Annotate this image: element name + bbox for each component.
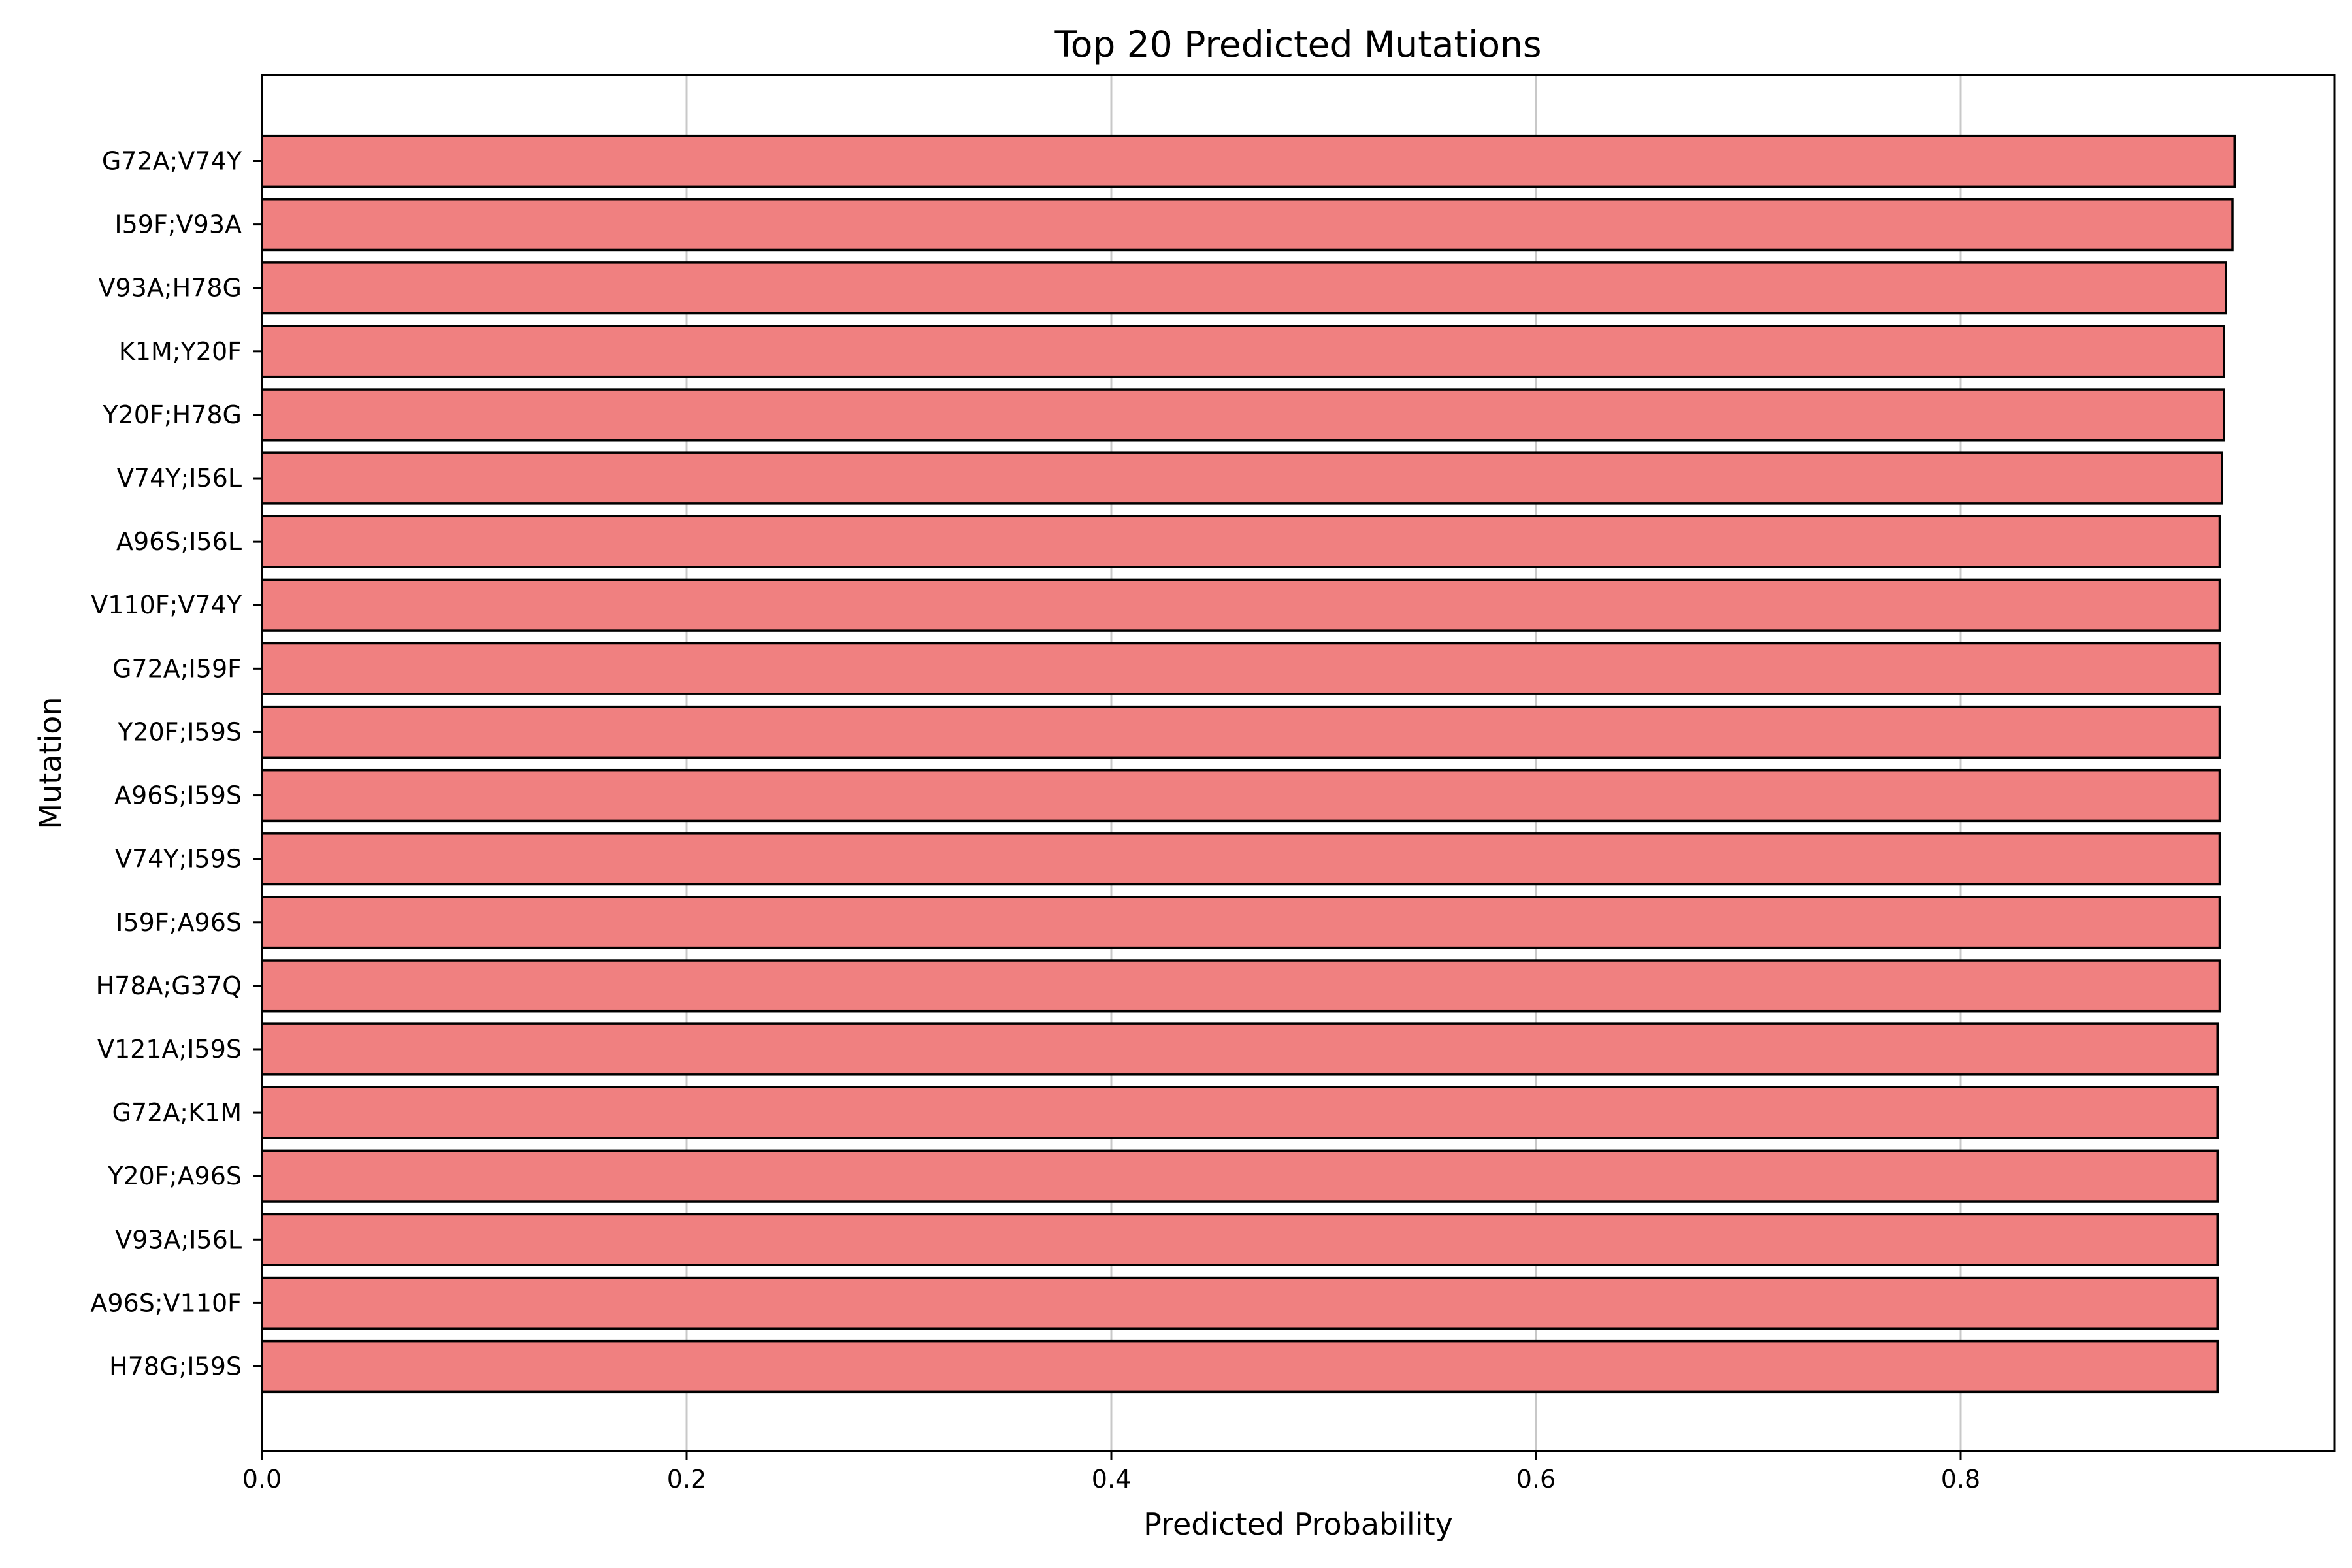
bar	[261, 578, 2221, 632]
y-tick-label: Y20F;I59S	[117, 717, 242, 746]
bar	[261, 768, 2221, 823]
y-tick-label: G72A;V74Y	[102, 147, 242, 176]
y-tick-label: H78G;I59S	[109, 1352, 242, 1381]
y-tick-label: A96S;V110F	[90, 1288, 242, 1317]
y-tick-label: A96S;I59S	[114, 781, 242, 810]
y-tick-label: I59F;V93A	[114, 210, 242, 239]
bars	[261, 134, 2236, 1394]
y-tick-label: G72A;I59F	[112, 654, 242, 683]
y-tick-label: V110F;V74Y	[91, 591, 242, 619]
y-tick-label: V93A;I56L	[115, 1225, 242, 1254]
y-tick-label: K1M;Y20F	[119, 337, 242, 366]
bar	[261, 896, 2221, 949]
y-axis-label: Mutation	[33, 696, 68, 829]
x-tick-label: 0.6	[1516, 1465, 1556, 1494]
y-tick-label: V93A;H78G	[98, 274, 242, 302]
bar	[261, 134, 2236, 188]
bar	[261, 1022, 2219, 1076]
y-tick-label: V74Y;I59S	[115, 845, 242, 874]
x-tick-label: 0.0	[242, 1465, 282, 1494]
y-tick-label: Y20F;H78G	[102, 400, 242, 429]
bar	[261, 1276, 2219, 1330]
x-tick-label: 0.8	[1941, 1465, 1980, 1494]
bar	[261, 261, 2227, 315]
y-tick-label: I59F;A96S	[116, 908, 242, 937]
y-tick-label: G72A;K1M	[112, 1098, 242, 1127]
x-tick-label: 0.4	[1092, 1465, 1131, 1494]
bar	[261, 832, 2221, 886]
bar	[261, 642, 2221, 695]
y-axis-ticks: G72A;V74Y I59F;V93A V93A;H78G K1M;Y20F Y20F;…	[90, 147, 262, 1381]
x-axis-label: Predicted Probability	[1143, 1507, 1453, 1542]
bar	[261, 1149, 2219, 1203]
y-tick-label: V121A;I59S	[97, 1035, 242, 1064]
bar	[261, 1086, 2219, 1139]
plot-frame	[261, 74, 2336, 1452]
x-tick-label: 0.2	[667, 1465, 706, 1494]
x-axis-ticks: 0.0 0.2 0.4 0.6 0.8	[242, 1451, 1980, 1494]
bar	[261, 1339, 2219, 1394]
bar	[261, 705, 2221, 759]
chart-title: Top 20 Predicted Mutations	[1054, 24, 1541, 65]
bar	[261, 198, 2234, 252]
bar	[261, 388, 2225, 442]
bar	[261, 1213, 2219, 1266]
y-tick-label: A96S;I56L	[116, 527, 242, 556]
y-tick-label: V74Y;I56L	[117, 464, 242, 493]
bar	[261, 451, 2223, 505]
y-tick-label: H78A;G37Q	[96, 972, 242, 1000]
y-tick-label: Y20F;A96S	[107, 1162, 242, 1190]
bar	[261, 515, 2221, 568]
bar	[261, 959, 2221, 1013]
bar	[261, 325, 2225, 378]
